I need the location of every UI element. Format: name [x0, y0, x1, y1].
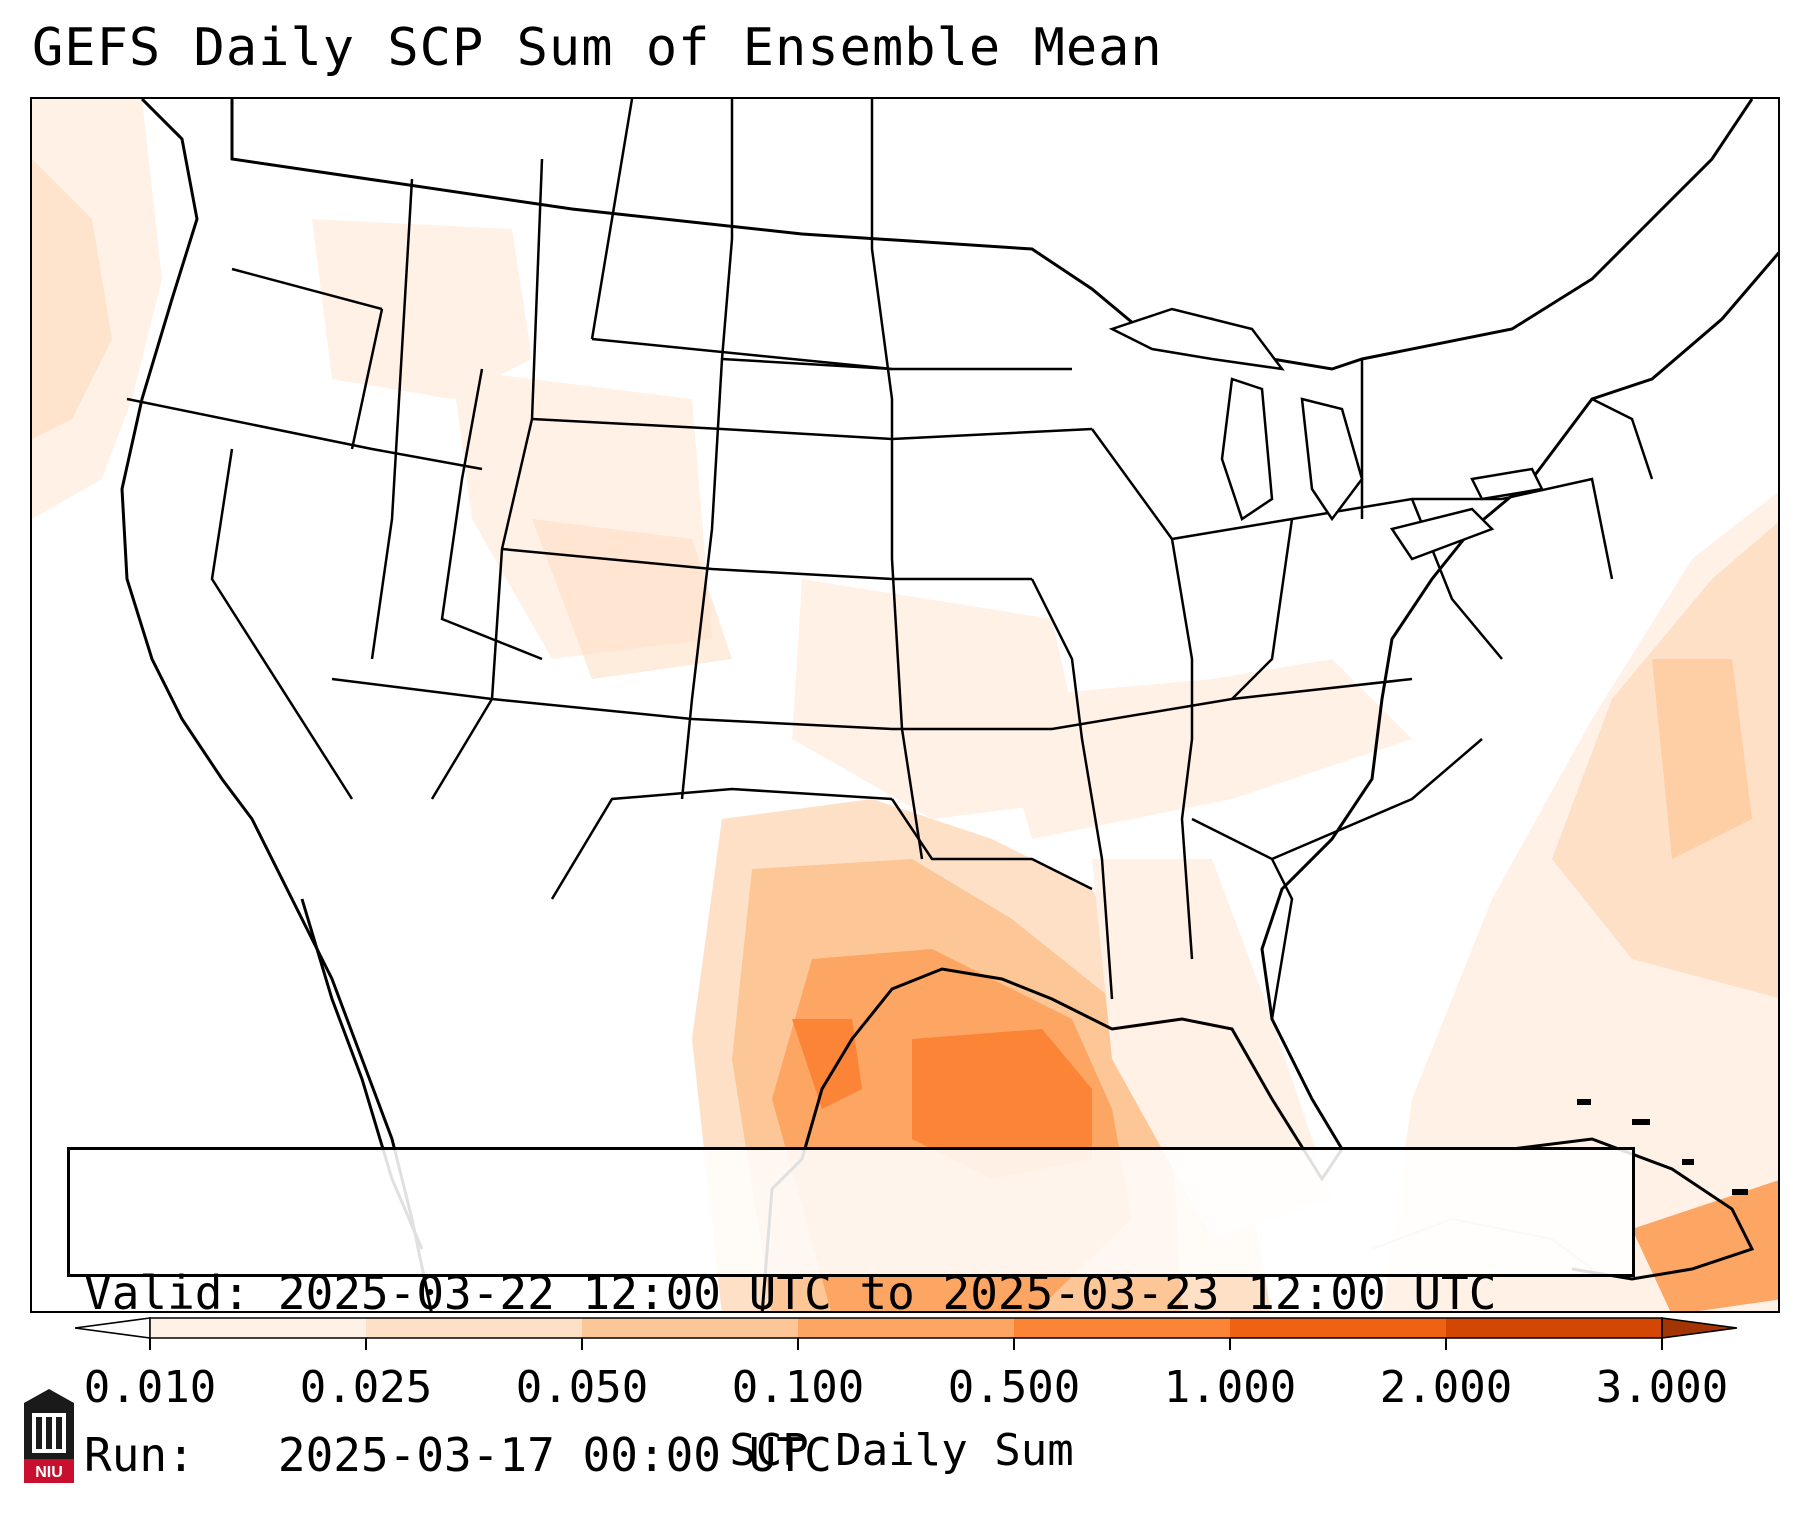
valid-label: Valid:	[84, 1266, 251, 1320]
valid-run-info-box: Valid: 2025-03-22 12:00 UTC to 2025-03-2…	[67, 1147, 1635, 1482]
map-title: GEFS Daily SCP Sum of Ensemble Mean	[32, 18, 1163, 78]
colorbar-tick-label: 3.000	[1595, 1362, 1729, 1413]
colorbar-segment	[150, 1318, 367, 1338]
colorbar-segment	[1446, 1318, 1663, 1338]
map-panel[interactable]	[30, 97, 1780, 1313]
colorbar-segment	[798, 1318, 1015, 1338]
bahamas-islands	[1577, 1099, 1748, 1195]
colorbar-segment	[1014, 1318, 1231, 1338]
great-lakes	[1108, 307, 1544, 561]
colorbar-tick-label: 0.050	[515, 1362, 649, 1413]
valid-row: Valid: 2025-03-22 12:00 UTC to 2025-03-2…	[84, 1266, 1618, 1320]
valid-value: 2025-03-22 12:00 UTC to 2025-03-23 12:00…	[277, 1266, 1497, 1320]
logo-text: NIU	[35, 1464, 63, 1481]
colorbar-segment	[1230, 1318, 1447, 1338]
colorbar-extend-high	[1661, 1317, 1738, 1339]
colorbar	[74, 1317, 1738, 1350]
colorbar-extend-low	[74, 1317, 151, 1339]
colorbar-tick-label: 0.100	[731, 1362, 865, 1413]
colorbar-tick-label: 0.025	[299, 1362, 433, 1413]
state-borders	[126, 99, 1654, 1020]
colorbar-segment	[582, 1318, 799, 1338]
colorbar-tick-label: 1.000	[1163, 1362, 1297, 1413]
colorbar-tick-label: 0.010	[83, 1362, 217, 1413]
colorbar-tick-label: 0.500	[947, 1362, 1081, 1413]
colorbar-frame	[149, 1317, 1663, 1339]
run-label: Run:	[84, 1428, 195, 1482]
scp-map	[32, 99, 1778, 1311]
university-tower-logo-icon: NIU	[24, 1389, 74, 1483]
colorbar-title: SCP Daily Sum	[729, 1425, 1074, 1476]
colorbar-segments	[74, 1317, 1738, 1339]
run-row: Run: 2025-03-17 00:00 UTC	[84, 1428, 1618, 1482]
colorbar-ticks	[149, 1338, 1663, 1350]
run-value: 2025-03-17 00:00 UTC	[277, 1428, 832, 1482]
colorbar-segment	[366, 1318, 583, 1338]
colorbar-tick-label: 2.000	[1379, 1362, 1513, 1413]
